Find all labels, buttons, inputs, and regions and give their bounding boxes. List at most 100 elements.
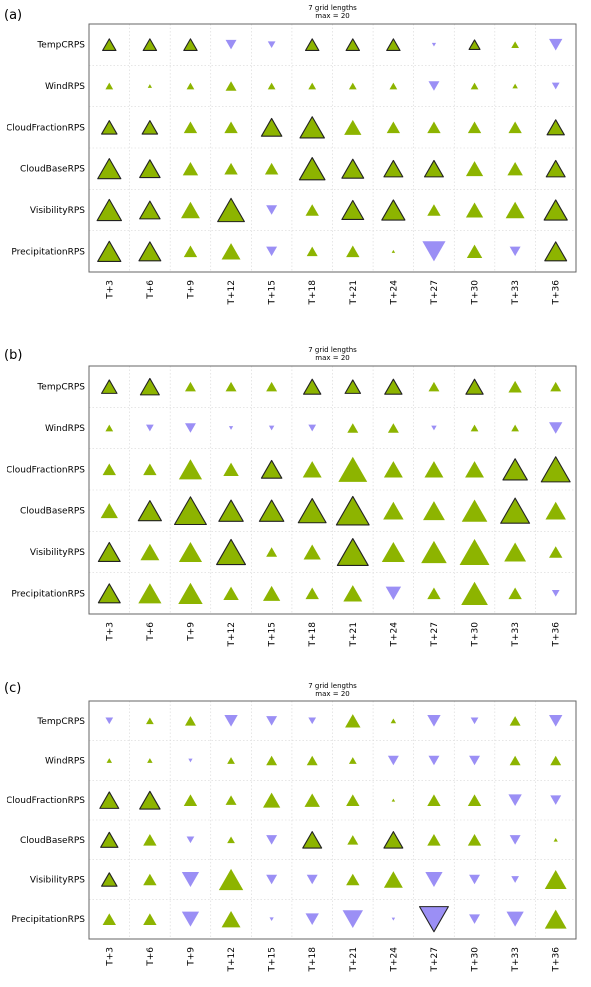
triangle-up-marker: [345, 38, 361, 52]
tick-label: T+21: [349, 622, 359, 648]
triangle-up-marker: [465, 461, 484, 478]
triangle-up-marker: [305, 204, 319, 216]
triangle-up-marker: [550, 755, 562, 766]
triangle-down-marker: [387, 755, 399, 766]
triangle-up-marker: [302, 831, 323, 849]
triangle-up-marker: [139, 159, 161, 179]
triangle-down-marker: [551, 82, 560, 90]
triangle-up-marker: [143, 463, 157, 476]
triangle-up-marker: [182, 161, 199, 176]
row-labels: TempCRPS WindRPS CloudFractionRPS CloudBase…: [6, 717, 85, 925]
triangle-down-marker: [549, 715, 563, 727]
triangle-down-marker: [266, 246, 278, 257]
tick-label: T+36: [552, 947, 562, 973]
triangle-up-marker: [306, 246, 318, 257]
triangle-up-marker: [348, 82, 357, 90]
triangle-up-marker: [347, 423, 359, 433]
triangle-up-marker: [308, 82, 317, 90]
title-line-1: 7 grid lengths: [308, 4, 357, 12]
triangle-up-marker: [223, 462, 239, 477]
triangle-up-marker: [137, 500, 162, 522]
triangle-down-marker: [428, 81, 440, 91]
triangle-up-marker: [421, 540, 447, 564]
tick-label: T+36: [552, 622, 562, 648]
triangle-up-marker: [227, 836, 235, 844]
triangle-up-marker: [545, 159, 566, 178]
tick-label: T+3: [105, 280, 115, 300]
triangle-down-marker: [188, 758, 193, 763]
triangle-up-marker: [383, 461, 403, 478]
triangle-up-marker: [147, 758, 153, 763]
triangle-up-marker: [553, 837, 558, 842]
triangle-up-marker: [386, 121, 401, 134]
row-label: CloudFractionRPS: [6, 465, 85, 475]
triangle-up-marker: [336, 538, 369, 566]
tick-label: T+18: [308, 622, 318, 648]
tick-label: T+9: [186, 947, 196, 967]
triangle-up-marker: [266, 755, 278, 766]
triangle-down-marker: [549, 422, 563, 434]
triangle-up-marker: [508, 121, 522, 134]
panel-c: (c) 7 grid lengths max = 20 TempCRPS WindRP…: [0, 673, 591, 987]
triangle-up-marker: [468, 39, 481, 50]
plot-frame: [88, 23, 577, 273]
triangle-up-marker: [147, 84, 152, 88]
triangle-up-marker: [185, 381, 196, 392]
triangle-up-marker: [105, 424, 114, 432]
triangle-up-marker: [216, 538, 247, 566]
triangle-up-marker: [224, 121, 238, 134]
tick-label: T+9: [186, 280, 196, 300]
triangle-up-marker: [102, 38, 117, 52]
row-label: CloudFractionRPS: [6, 796, 85, 806]
triangle-up-marker: [391, 798, 396, 802]
triangle-up-marker: [389, 82, 398, 90]
triangle-up-marker: [544, 241, 568, 262]
triangle-up-marker: [267, 82, 276, 90]
triangle-up-marker: [427, 204, 441, 216]
triangle-up-marker: [467, 794, 482, 806]
triangle-up-marker: [105, 82, 114, 90]
triangle-up-marker: [96, 198, 123, 222]
triangle-down-marker: [266, 835, 278, 845]
row-label: VisibilityRPS: [30, 206, 85, 216]
triangle-down-marker: [431, 425, 437, 431]
triangle-up-marker: [302, 461, 322, 478]
triangle-down-marker: [385, 586, 402, 601]
triangle-up-marker: [139, 377, 160, 396]
row-labels: TempCRPS WindRPS CloudFractionRPS CloudBase…: [7, 41, 85, 258]
triangle-up-marker: [346, 794, 360, 806]
triangle-down-marker: [509, 835, 521, 845]
tick-label: T+21: [349, 947, 359, 973]
triangle-up-marker: [263, 585, 281, 601]
tick-label: T+18: [308, 280, 318, 306]
triangle-down-marker: [306, 874, 318, 885]
triangle-up-marker: [174, 496, 207, 526]
triangle-down-marker: [342, 910, 363, 929]
triangle-up-marker: [508, 587, 522, 600]
triangle-up-marker: [304, 793, 320, 807]
triangle-up-marker: [381, 541, 405, 563]
triangle-down-marker: [225, 39, 237, 50]
triangle-up-marker: [263, 792, 281, 808]
triangle-up-marker: [139, 200, 161, 220]
triangle-up-marker: [540, 456, 571, 483]
triangle-down-marker: [508, 794, 522, 806]
triangle-up-marker: [346, 873, 360, 886]
triangle-up-marker: [140, 543, 160, 561]
panel-b: (b) 7 grid lengths max = 20 TempCRPS WindRP…: [0, 340, 591, 660]
triangle-up-marker: [427, 121, 441, 134]
triangle-up-marker: [185, 716, 196, 726]
row-label: WindRPS: [45, 424, 85, 434]
row-label: CloudBaseRPS: [20, 836, 85, 846]
triangle-down-marker: [469, 874, 480, 885]
triangle-up-marker: [390, 718, 397, 724]
triangle-up-marker: [346, 245, 360, 258]
tick-label: T+12: [227, 947, 237, 973]
tick-label: T+33: [511, 947, 521, 973]
triangle-up-marker: [383, 831, 404, 849]
tick-label: T+27: [430, 947, 440, 973]
triangle-up-marker: [186, 82, 195, 90]
triangle-up-marker: [511, 424, 519, 432]
triangle-up-marker: [427, 834, 441, 846]
